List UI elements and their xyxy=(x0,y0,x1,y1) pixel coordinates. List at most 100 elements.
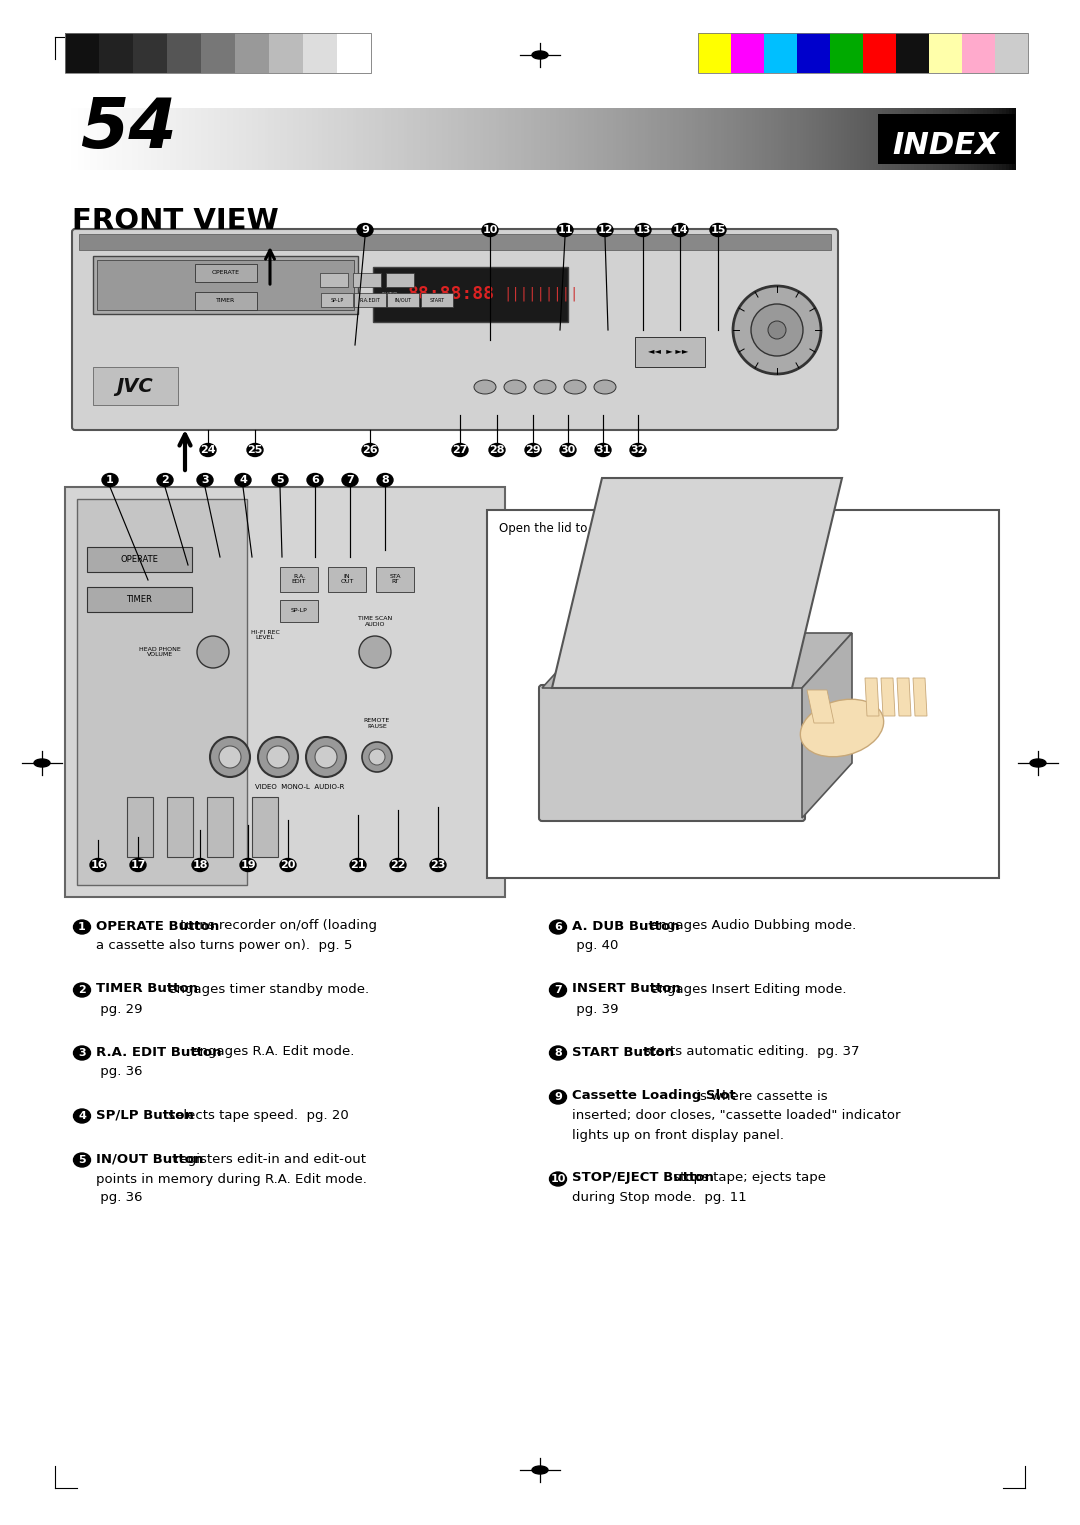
Bar xyxy=(127,798,153,857)
Bar xyxy=(299,108,303,169)
Text: pg. 36: pg. 36 xyxy=(96,1066,143,1078)
Bar xyxy=(964,108,968,169)
Bar xyxy=(948,108,953,169)
Bar xyxy=(417,108,420,169)
Bar xyxy=(269,34,303,73)
Bar xyxy=(625,108,630,169)
Ellipse shape xyxy=(430,859,446,871)
Ellipse shape xyxy=(504,380,526,393)
Bar xyxy=(328,567,366,592)
Text: during Stop mode.  pg. 11: during Stop mode. pg. 11 xyxy=(572,1191,746,1205)
Text: VIDEO  MONO-L  AUDIO-R: VIDEO MONO-L AUDIO-R xyxy=(255,784,345,790)
Text: selects tape speed.  pg. 20: selects tape speed. pg. 20 xyxy=(164,1109,349,1121)
Bar xyxy=(809,108,813,169)
Bar xyxy=(280,599,318,622)
Bar xyxy=(986,108,990,169)
Text: 2: 2 xyxy=(161,474,168,485)
Bar xyxy=(983,108,987,169)
Bar xyxy=(930,108,933,169)
Text: engages Insert Editing mode.: engages Insert Editing mode. xyxy=(646,982,847,996)
Bar xyxy=(473,108,477,169)
Bar xyxy=(214,108,217,169)
Bar xyxy=(451,108,455,169)
Bar xyxy=(373,267,568,322)
Bar xyxy=(752,108,756,169)
Bar xyxy=(907,108,912,169)
Bar xyxy=(207,798,233,857)
Bar xyxy=(968,108,971,169)
Bar xyxy=(306,108,309,169)
Text: START: START xyxy=(430,297,445,302)
Bar xyxy=(97,259,354,310)
Bar xyxy=(421,293,453,307)
Bar xyxy=(778,108,781,169)
Bar xyxy=(879,108,882,169)
Bar xyxy=(77,499,247,884)
Bar xyxy=(878,114,1015,165)
Bar xyxy=(746,108,750,169)
Ellipse shape xyxy=(73,920,91,933)
Bar xyxy=(832,108,835,169)
Bar xyxy=(989,108,994,169)
Bar xyxy=(534,108,538,169)
Text: A. DUB Button: A. DUB Button xyxy=(572,920,679,932)
Bar xyxy=(233,108,237,169)
Bar xyxy=(838,108,841,169)
Bar xyxy=(103,108,107,169)
Ellipse shape xyxy=(489,444,505,456)
Polygon shape xyxy=(807,689,834,723)
Text: IN/OUT: IN/OUT xyxy=(394,297,411,302)
Bar xyxy=(183,108,186,169)
Bar xyxy=(679,108,683,169)
Bar xyxy=(340,108,345,169)
Text: ◄◄  ► ►►: ◄◄ ► ►► xyxy=(648,348,691,357)
Bar xyxy=(198,108,202,169)
Bar xyxy=(794,108,797,169)
Bar xyxy=(971,108,974,169)
Bar xyxy=(509,108,512,169)
Polygon shape xyxy=(865,679,879,717)
Bar xyxy=(189,108,192,169)
Text: TIMER: TIMER xyxy=(216,299,235,303)
Text: a cassette also turns power on).  pg. 5: a cassette also turns power on). pg. 5 xyxy=(96,939,352,953)
Bar xyxy=(320,273,348,287)
Bar xyxy=(93,368,178,406)
Bar xyxy=(727,108,730,169)
Ellipse shape xyxy=(210,737,249,778)
Bar xyxy=(882,108,886,169)
Bar xyxy=(330,108,335,169)
Text: AUTO: AUTO xyxy=(381,291,399,296)
Ellipse shape xyxy=(532,50,548,59)
Bar xyxy=(125,108,129,169)
Bar xyxy=(563,108,566,169)
Bar xyxy=(610,108,613,169)
Text: 21: 21 xyxy=(350,860,366,869)
Bar xyxy=(819,108,822,169)
Bar xyxy=(186,108,189,169)
Bar xyxy=(774,108,778,169)
Ellipse shape xyxy=(280,859,296,871)
Bar xyxy=(828,108,832,169)
Ellipse shape xyxy=(307,473,323,486)
Bar xyxy=(429,108,433,169)
Bar xyxy=(683,108,686,169)
Bar xyxy=(737,108,740,169)
Ellipse shape xyxy=(768,320,786,339)
Bar xyxy=(366,108,369,169)
Bar xyxy=(764,34,797,73)
Bar xyxy=(386,273,414,287)
Ellipse shape xyxy=(453,444,468,456)
Text: 1: 1 xyxy=(78,923,86,932)
Bar xyxy=(194,108,199,169)
Text: points in memory during R.A. Edit mode.: points in memory during R.A. Edit mode. xyxy=(96,1173,367,1185)
Bar xyxy=(543,108,546,169)
Bar xyxy=(381,108,386,169)
Ellipse shape xyxy=(258,737,298,778)
Bar xyxy=(731,34,764,73)
Bar xyxy=(920,108,923,169)
Bar xyxy=(369,108,373,169)
Bar xyxy=(293,108,297,169)
Bar xyxy=(724,108,727,169)
Bar xyxy=(252,108,256,169)
Ellipse shape xyxy=(73,984,91,997)
